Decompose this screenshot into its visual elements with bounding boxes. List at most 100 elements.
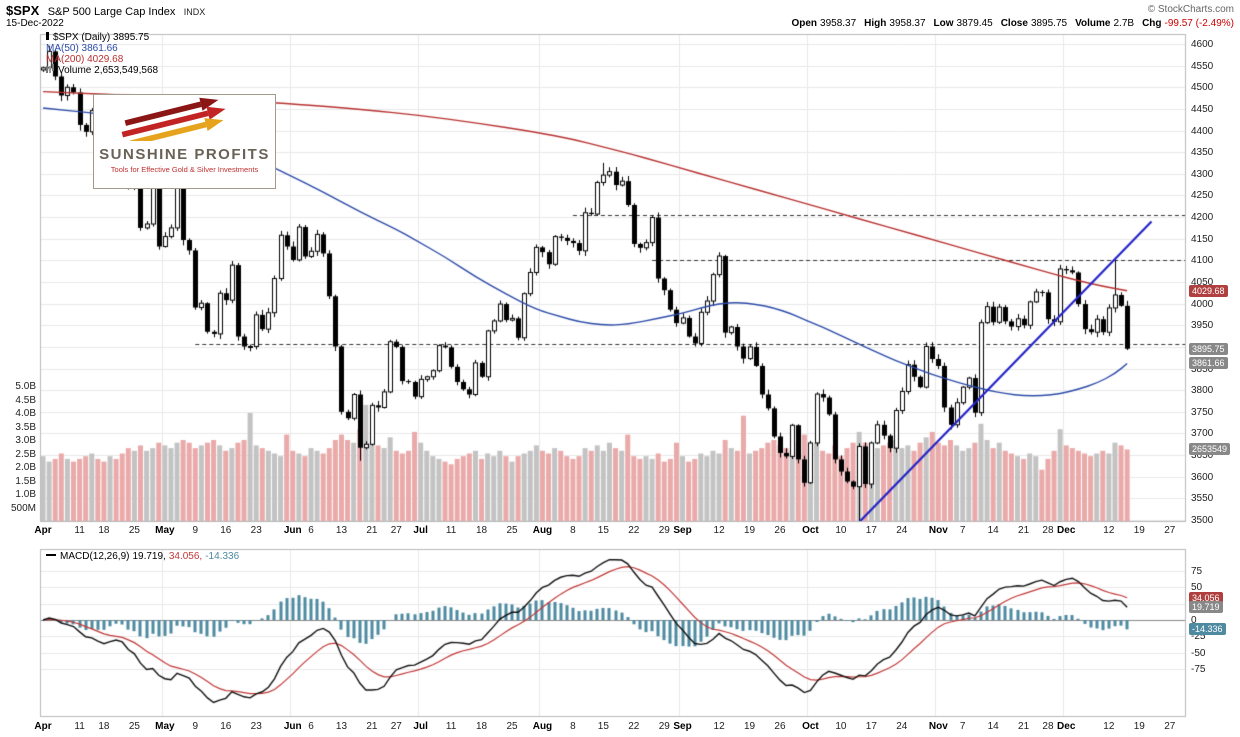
x-tick: 26	[774, 525, 786, 536]
x-tick: Jul	[413, 721, 428, 732]
logo-title: SUNSHINE PROFITS	[99, 146, 270, 163]
price-tick: 4400	[1191, 125, 1214, 137]
close-value: 3895.75	[1030, 18, 1068, 29]
x-tick: 19	[1133, 721, 1145, 732]
macd-tick: 0	[1191, 615, 1197, 626]
x-tick: 12	[1103, 525, 1115, 536]
x-tick: 23	[250, 721, 262, 732]
price-tick: 4200	[1191, 212, 1214, 224]
symbol-label: $SPX	[6, 3, 40, 18]
volume-tick: 4.5B	[15, 394, 36, 406]
x-tick: 10	[835, 525, 847, 536]
x-tick: 12	[1103, 721, 1115, 732]
x-tick: 13	[335, 525, 348, 536]
macd-line-icon	[46, 554, 56, 556]
x-tick: 25	[128, 525, 140, 536]
x-tick: 18	[475, 721, 488, 732]
macd-tick: -75	[1191, 663, 1206, 675]
x-tick: 27	[1164, 721, 1176, 732]
low-value: 3879.45	[956, 18, 993, 29]
ohlc-quote-bar: Open 3958.37 High 3958.37 Low 3879.45 Close 389…	[783, 18, 1234, 29]
x-tick: 24	[896, 525, 908, 536]
x-tick: 21	[366, 721, 378, 732]
x-tick: Sep	[673, 721, 692, 732]
price-tick: 4300	[1191, 168, 1214, 180]
x-tick: Nov	[928, 525, 948, 536]
macd-hist-value: -14.336	[205, 551, 240, 562]
volume-tick: 4.0B	[15, 408, 36, 419]
price-tick: 4250	[1191, 190, 1214, 202]
macd-hist-label: -14.336	[1189, 623, 1226, 636]
volume-tick: 2.5B	[15, 448, 36, 460]
ma200-value-label: 4029.68	[1189, 284, 1228, 297]
x-tick: 25	[506, 721, 518, 732]
logo-arrows-icon	[121, 97, 226, 147]
x-tick: 25	[128, 721, 140, 732]
price-tick: 4600	[1191, 39, 1214, 50]
open-value: 3958.37	[820, 18, 857, 29]
x-tick: 19	[743, 721, 756, 732]
x-tick: 23	[250, 525, 262, 536]
volume-label: Volume	[1075, 18, 1111, 29]
legend-spx: $SPX (Daily) 3895.75	[53, 32, 150, 43]
price-tick: 4550	[1191, 60, 1214, 72]
x-tick: 21	[366, 525, 378, 536]
volume-tick: 3.5B	[15, 421, 36, 433]
volume-tick: 1.5B	[15, 475, 36, 487]
exchange-label: INDX	[183, 7, 206, 17]
x-tick: 29	[658, 525, 670, 536]
price-tick: 3500	[1191, 515, 1214, 526]
x-tick: 22	[628, 525, 640, 536]
x-tick: Nov	[928, 721, 948, 732]
chart-date: 15-Dec-2022	[6, 18, 64, 29]
price-tick: 4050	[1191, 277, 1214, 288]
x-tick: 12	[713, 525, 725, 536]
x-tick: May	[155, 525, 175, 536]
ma50-value-label: 3861.66	[1189, 357, 1228, 370]
x-tick: 19	[743, 525, 756, 536]
x-tick: 13	[335, 721, 348, 732]
macd-tick: 75	[1191, 566, 1203, 578]
chg-label: Chg	[1142, 18, 1162, 29]
header: $SPX S&P 500 Large Cap Index INDX	[6, 2, 205, 20]
chg-value: -99.57 (-2.49%)	[1164, 18, 1234, 29]
x-tick: Apr	[34, 525, 52, 536]
x-tick: 8	[570, 721, 576, 732]
macd-tick: -25	[1191, 631, 1206, 643]
x-tick: Dec	[1057, 525, 1076, 536]
x-tick: 8	[570, 525, 576, 536]
low-label: Low	[933, 18, 954, 29]
price-tick: 3800	[1191, 385, 1214, 397]
x-tick: 14	[987, 721, 999, 732]
volume-tick: 3.0B	[15, 435, 36, 446]
high-label: High	[864, 18, 887, 29]
x-tick: 18	[98, 525, 110, 536]
legend-volume: Volume 2,653,549,568	[58, 65, 159, 76]
volume-tick: 2.0B	[15, 462, 36, 473]
stockcharts-credit-link[interactable]: © StockCharts.com	[1147, 4, 1234, 15]
x-tick: 19	[1133, 525, 1145, 536]
x-tick: 11	[74, 721, 85, 732]
macd-name: MACD(12,26,9)	[60, 551, 130, 562]
volume-tick: 1.0B	[15, 489, 36, 500]
x-tick: 17	[865, 525, 877, 536]
x-tick: 18	[475, 525, 488, 536]
candlestick-icon	[46, 32, 49, 40]
sunshine-profits-logo: SUNSHINE PROFITS Tools for Effective Gol…	[93, 94, 276, 189]
price-tick: 4350	[1191, 147, 1214, 159]
x-tick: Sep	[673, 525, 692, 536]
macd-line-label: 19.719	[1189, 601, 1223, 614]
x-tick: 14	[987, 525, 999, 536]
macd-tick: -50	[1191, 647, 1206, 659]
x-tick: 25	[506, 525, 518, 536]
x-tick: 29	[658, 721, 670, 732]
x-tick: 18	[98, 721, 110, 732]
price-tick: 3850	[1191, 363, 1214, 375]
macd-legend: MACD(12,26,9) 19.719, 34.056, -14.336	[46, 551, 239, 562]
x-tick: 27	[1164, 525, 1176, 536]
legend-ma200: MA(200) 4029.68	[46, 54, 124, 65]
x-tick: 16	[220, 525, 232, 536]
high-value: 3958.37	[889, 18, 926, 29]
price-tick: 3650	[1191, 450, 1214, 462]
close-value-label: 3895.75	[1189, 342, 1228, 355]
